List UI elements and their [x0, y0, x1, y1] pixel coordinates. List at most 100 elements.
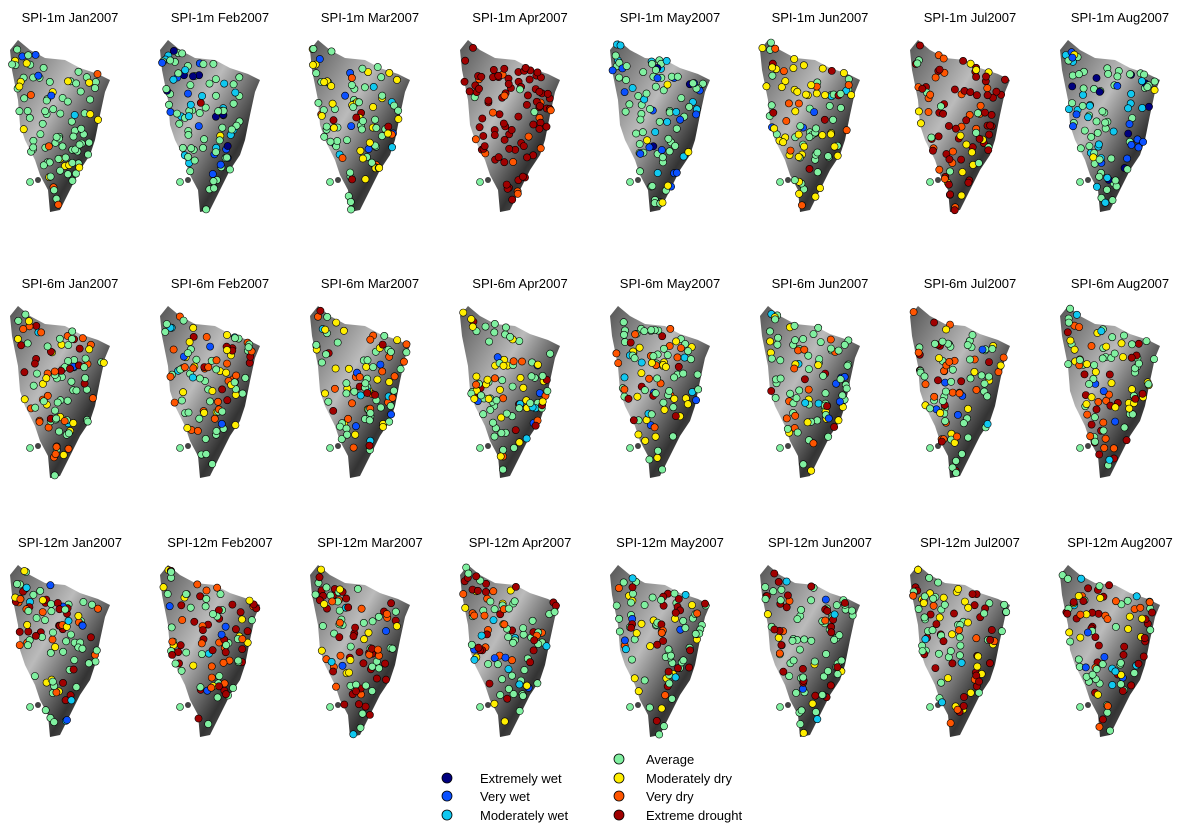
station — [965, 434, 972, 441]
station — [653, 717, 660, 724]
station — [1121, 643, 1128, 650]
station — [33, 322, 40, 329]
station — [951, 207, 958, 214]
station — [1124, 155, 1131, 162]
station — [768, 387, 775, 394]
station — [682, 624, 689, 631]
legend-label: Moderately dry — [646, 771, 732, 786]
station — [932, 665, 939, 672]
station — [815, 324, 822, 331]
station — [330, 117, 337, 124]
station — [806, 165, 813, 172]
station — [501, 65, 508, 72]
station — [239, 390, 246, 397]
station — [763, 83, 770, 90]
station — [1123, 437, 1130, 444]
station — [491, 375, 498, 382]
station — [525, 133, 532, 140]
station — [787, 147, 794, 154]
island-dot — [927, 179, 934, 186]
station — [478, 632, 485, 639]
station — [986, 660, 993, 667]
station — [808, 637, 815, 644]
station — [783, 604, 790, 611]
station — [678, 95, 685, 102]
station — [674, 354, 681, 361]
station — [531, 637, 538, 644]
station — [955, 627, 962, 634]
station — [625, 395, 632, 402]
station — [635, 431, 642, 438]
station — [805, 366, 812, 373]
station — [804, 419, 811, 426]
station — [480, 411, 487, 418]
station — [837, 376, 844, 383]
station — [828, 67, 835, 74]
station — [343, 390, 350, 397]
station — [377, 404, 384, 411]
station — [471, 612, 478, 619]
station — [352, 431, 359, 438]
station-map — [610, 565, 710, 738]
station — [223, 154, 230, 161]
station — [63, 638, 70, 645]
station — [481, 612, 488, 619]
station — [30, 137, 37, 144]
station — [547, 107, 554, 114]
station — [974, 663, 981, 670]
station — [510, 639, 517, 646]
station — [167, 373, 174, 380]
station — [1151, 356, 1158, 363]
station — [1106, 456, 1113, 463]
station — [499, 377, 506, 384]
station — [362, 176, 369, 183]
station — [1126, 613, 1133, 620]
panel-title: SPI-12m May2007 — [616, 535, 724, 550]
station — [331, 385, 338, 392]
station — [1105, 70, 1112, 77]
station — [967, 89, 974, 96]
station — [925, 108, 932, 115]
station — [693, 397, 700, 404]
station — [1138, 615, 1145, 622]
station — [815, 362, 822, 369]
station — [812, 193, 819, 200]
station — [785, 100, 792, 107]
station — [330, 124, 337, 131]
station — [615, 585, 622, 592]
station — [1084, 629, 1091, 636]
station — [355, 99, 362, 106]
island — [185, 702, 191, 708]
station — [640, 69, 647, 76]
station — [783, 578, 790, 585]
station — [360, 660, 367, 667]
station — [975, 689, 982, 696]
station — [1135, 660, 1142, 667]
station — [54, 399, 61, 406]
island — [1085, 702, 1091, 708]
island-dot — [927, 445, 934, 452]
station — [636, 344, 643, 351]
station — [1069, 83, 1076, 90]
station — [1100, 427, 1107, 434]
station — [848, 607, 855, 614]
station — [233, 372, 240, 379]
station — [915, 108, 922, 115]
station — [64, 397, 71, 404]
station — [491, 433, 498, 440]
station — [462, 57, 469, 64]
station — [202, 435, 209, 442]
station — [471, 656, 478, 663]
station — [957, 642, 964, 649]
station — [203, 206, 210, 213]
station — [165, 101, 172, 108]
station — [49, 629, 56, 636]
station — [64, 78, 71, 85]
station — [505, 633, 512, 640]
station — [55, 201, 62, 208]
station — [778, 84, 785, 91]
station — [1091, 362, 1098, 369]
station — [914, 566, 921, 573]
station — [520, 384, 527, 391]
station — [940, 55, 947, 62]
